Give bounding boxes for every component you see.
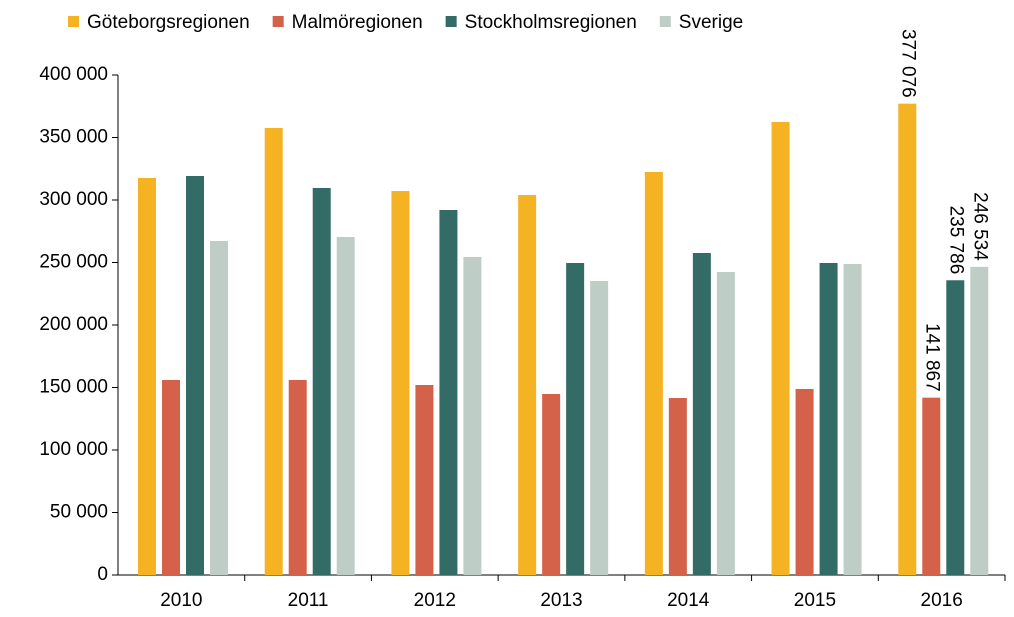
data-label: 235 786 (945, 206, 966, 275)
bar (186, 176, 204, 575)
data-label: 377 076 (897, 29, 918, 98)
legend-label: Stockholmsregionen (465, 12, 637, 33)
bar (819, 263, 838, 575)
bar (668, 398, 687, 575)
y-tick-label: 350 000 (39, 127, 108, 148)
bar (922, 397, 941, 575)
x-tick-label: 2016 (921, 590, 963, 611)
y-tick-label: 0 (97, 564, 108, 585)
bar (288, 380, 307, 575)
y-tick-label: 200 000 (39, 314, 108, 335)
bar (566, 263, 585, 575)
bar (795, 389, 814, 575)
y-tick-label: 250 000 (39, 252, 108, 273)
bar (542, 394, 561, 575)
bar (162, 380, 180, 575)
bar (439, 210, 458, 575)
y-tick-label: 150 000 (39, 377, 108, 398)
bar (518, 195, 537, 575)
legend-label: Göteborgsregionen (87, 12, 250, 33)
bar (463, 257, 482, 575)
bar (391, 191, 410, 575)
bar (210, 241, 228, 575)
bar (771, 122, 790, 575)
legend-label: Sverige (679, 12, 743, 33)
x-tick-label: 2014 (667, 590, 710, 611)
legend-swatch (659, 16, 671, 27)
bar (716, 272, 735, 575)
bar (946, 280, 965, 575)
data-label: 246 534 (969, 192, 990, 261)
y-tick-label: 400 000 (39, 64, 108, 85)
legend-swatch (68, 16, 79, 27)
x-tick-label: 2013 (540, 590, 582, 611)
y-tick-label: 100 000 (39, 439, 108, 460)
bar (692, 253, 711, 575)
legend-swatch (445, 16, 457, 27)
bar (644, 172, 663, 575)
x-tick-label: 2010 (160, 590, 202, 611)
bar (264, 128, 283, 575)
data-label: 141 867 (921, 323, 942, 392)
bar (843, 264, 862, 575)
x-tick-label: 2012 (414, 590, 456, 611)
bar (336, 237, 355, 575)
legend-label: Malmöregionen (292, 12, 423, 33)
x-tick-label: 2015 (794, 590, 836, 611)
y-tick-label: 300 000 (39, 189, 108, 210)
y-tick-label: 50 000 (50, 502, 108, 523)
bar (898, 103, 917, 575)
bar (138, 178, 156, 575)
x-tick-label: 2011 (288, 590, 329, 611)
bar (312, 188, 331, 575)
bar (590, 281, 609, 575)
legend-swatch (272, 16, 284, 27)
bar (415, 385, 434, 575)
bar (970, 266, 989, 575)
